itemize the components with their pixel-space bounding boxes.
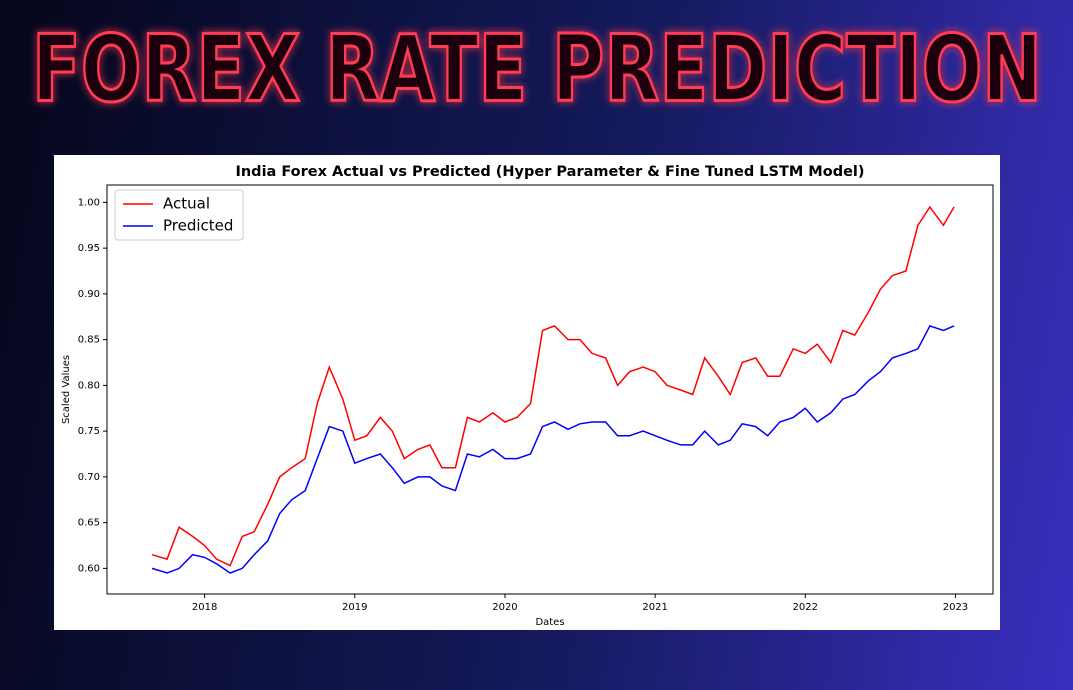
page-title: FOREX RATE PREDICTION bbox=[32, 15, 1042, 122]
x-tick-label: 2019 bbox=[342, 602, 367, 613]
y-tick-label: 0.90 bbox=[78, 289, 100, 300]
y-tick-label: 0.75 bbox=[78, 426, 100, 437]
y-tick-label: 0.70 bbox=[78, 472, 100, 483]
y-tick-label: 0.65 bbox=[78, 518, 100, 529]
x-tick-label: 2023 bbox=[943, 602, 968, 613]
y-tick-label: 0.60 bbox=[78, 563, 100, 574]
series-line bbox=[151, 205, 955, 567]
x-tick-label: 2018 bbox=[192, 602, 217, 613]
y-tick-label: 1.00 bbox=[78, 197, 100, 208]
y-axis-label: Scaled Values bbox=[61, 355, 72, 424]
plot-frame bbox=[106, 184, 994, 595]
chart-title: India Forex Actual vs Predicted (Hyper P… bbox=[235, 164, 864, 180]
x-axis-label: Dates bbox=[535, 617, 564, 628]
legend-box bbox=[114, 189, 244, 241]
hero: FOREX RATE PREDICTION bbox=[31, 14, 1044, 124]
y-tick-label: 0.95 bbox=[78, 243, 100, 254]
legend-label: Predicted bbox=[163, 217, 233, 235]
legend-label: Actual bbox=[163, 195, 210, 213]
y-tick-label: 0.80 bbox=[78, 380, 100, 391]
y-tick-label: 0.85 bbox=[78, 335, 100, 346]
x-tick-label: 2022 bbox=[793, 602, 818, 613]
x-tick-label: 2020 bbox=[492, 602, 517, 613]
chart: India Forex Actual vs Predicted (Hyper P… bbox=[54, 155, 1000, 630]
x-tick-label: 2021 bbox=[642, 602, 667, 613]
series-line bbox=[151, 324, 955, 574]
